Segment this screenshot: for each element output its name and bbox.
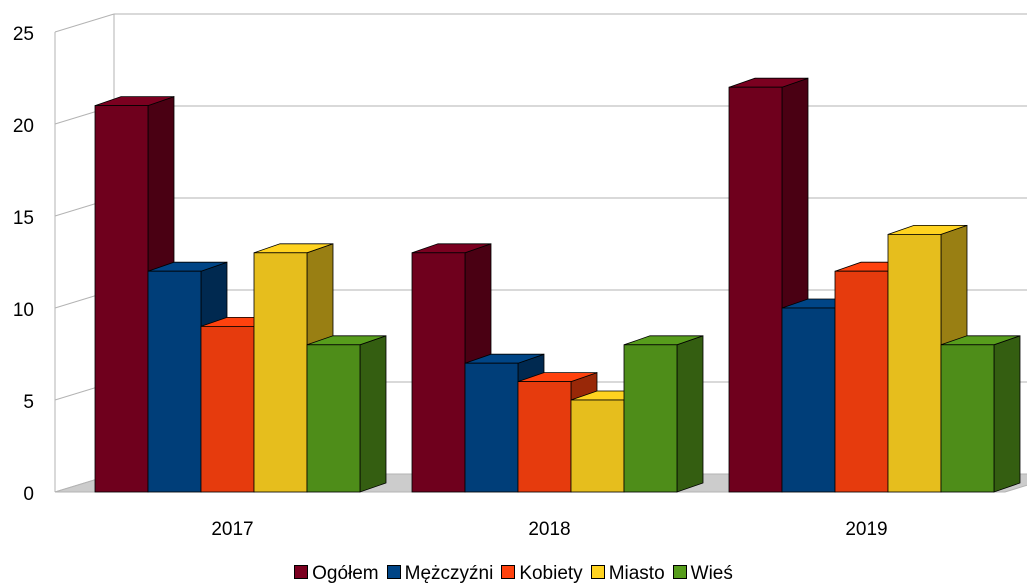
- legend-swatch: [386, 565, 401, 579]
- bar-front: [940, 344, 995, 493]
- legend: Ogółem Mężczyźni Kobiety Miasto Wieś: [0, 563, 1027, 585]
- y-tick-label: 25: [13, 24, 34, 45]
- legend-swatch: [590, 565, 605, 579]
- bar-front: [517, 381, 572, 493]
- legend-label: Ogółem: [312, 563, 379, 584]
- legend-item: Ogółem: [294, 563, 379, 585]
- bar-front: [570, 399, 625, 493]
- bars: [94, 77, 1021, 493]
- legend-swatch: [294, 565, 309, 579]
- bar: [306, 335, 387, 493]
- bar-front: [200, 325, 255, 493]
- y-tick-label: 5: [23, 392, 34, 413]
- bar-front: [147, 270, 202, 493]
- bar: [940, 335, 1021, 493]
- bar-front: [887, 233, 942, 493]
- bar-front: [623, 344, 678, 493]
- x-tick-label: 2019: [845, 519, 887, 540]
- bar-front: [834, 270, 889, 493]
- legend-item: Wieś: [672, 563, 733, 585]
- x-tick-label: 2017: [211, 519, 253, 540]
- bar-front: [781, 307, 836, 493]
- chart-plot: 0 5 10 15 20 25 2017 2018 2019: [13, 13, 1027, 540]
- y-tick-label: 0: [23, 484, 34, 505]
- bar: [623, 335, 704, 493]
- bar-front: [94, 105, 149, 493]
- bar-side: [676, 335, 704, 493]
- bar-front: [464, 362, 519, 493]
- bar-side: [993, 335, 1021, 493]
- legend-label: Wieś: [690, 563, 733, 584]
- y-tick-label: 15: [13, 208, 34, 229]
- y-axis-ticks: 0 5 10 15 20 25: [13, 24, 34, 505]
- legend-label: Mężczyźni: [404, 563, 494, 584]
- bar-side: [359, 335, 387, 493]
- legend-label: Miasto: [608, 563, 665, 584]
- x-tick-label: 2018: [528, 519, 570, 540]
- legend-label: Kobiety: [519, 563, 583, 584]
- y-tick-label: 10: [13, 300, 34, 321]
- legend-item: Kobiety: [501, 563, 583, 585]
- gridline-side: [54, 13, 115, 33]
- bar-front: [253, 252, 308, 493]
- legend-swatch: [501, 565, 516, 579]
- x-axis-ticks: 2017 2018 2019: [211, 519, 887, 540]
- bar-front: [306, 344, 361, 493]
- bar-front: [728, 86, 783, 493]
- legend-swatch: [672, 565, 687, 579]
- bar-front: [411, 252, 466, 493]
- legend-item: Mężczyźni: [386, 563, 494, 585]
- y-tick-label: 20: [13, 116, 34, 137]
- legend-item: Miasto: [590, 563, 665, 585]
